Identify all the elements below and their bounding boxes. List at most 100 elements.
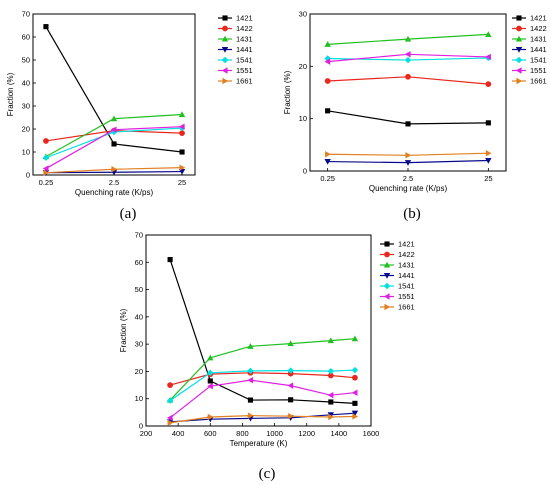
data-point-1541	[166, 397, 174, 404]
y-tick-label: 10	[22, 148, 30, 157]
data-point-1441	[404, 160, 412, 166]
chart-panel-3: 0 10 20 30 40 50 60 70 200 400 600 800 1000 1200 1400 1…	[119, 231, 415, 483]
data-point-1541	[207, 369, 214, 376]
legend-label: 1422	[530, 24, 547, 33]
x-tick-label: 1400	[331, 429, 348, 438]
data-point-1422	[43, 138, 49, 144]
y-tick-label: 0	[26, 171, 30, 180]
y-tick-label: 0	[303, 167, 307, 176]
data-point-1421	[352, 400, 358, 406]
data-point-1422	[327, 372, 334, 379]
x-axis-label: Temperature (K)	[230, 439, 288, 448]
data-point-1431	[110, 115, 118, 122]
legend-label: 1661	[530, 77, 547, 86]
data-point-1551	[178, 123, 185, 130]
legend-label: 1441	[530, 45, 547, 54]
data-point-1541	[247, 367, 254, 375]
y-tick-label: 50	[135, 285, 143, 294]
legend-marker-1421	[384, 241, 390, 247]
data-point-1661	[167, 419, 174, 426]
y-tick-label: 30	[299, 10, 307, 19]
data-point-1551	[110, 126, 117, 133]
y-axis-label: Fraction (%)	[119, 308, 128, 352]
data-point-1421	[111, 141, 117, 147]
panel-label: (a)	[120, 206, 137, 222]
legend-marker-1441	[221, 46, 229, 53]
legend-marker-1551	[515, 67, 522, 74]
x-tick-label: 800	[236, 429, 249, 438]
data-point-1431	[324, 41, 331, 47]
y-tick-label: 50	[22, 56, 30, 65]
legend-label: 1421	[236, 14, 253, 23]
data-point-1551	[166, 414, 173, 422]
x-tick-label: 0.25	[39, 178, 54, 187]
legend-marker-1422	[384, 251, 390, 258]
data-point-1421	[43, 24, 49, 30]
data-point-1431	[485, 31, 492, 37]
legend-label: 1441	[398, 271, 415, 280]
data-point-1421	[485, 120, 491, 126]
series-line-1661	[170, 415, 355, 424]
legend-label: 1551	[398, 292, 415, 301]
legend-marker-1661	[516, 77, 523, 85]
series-line-1422	[169, 372, 355, 386]
data-point-1541	[327, 367, 335, 375]
data-point-1431	[351, 335, 359, 342]
plot-frame	[145, 234, 372, 427]
data-point-1441	[351, 410, 359, 417]
panel-label: (c)	[259, 466, 276, 482]
legend-marker-1661	[384, 303, 391, 311]
data-point-1541	[351, 366, 359, 374]
data-point-1422	[324, 78, 331, 84]
legend-marker-1661	[222, 77, 229, 85]
chart-panel-2: 0 10 20 30 0.25 2.5 25 Quenching rate (K/ps) Fra…	[283, 10, 547, 223]
data-point-1421	[328, 399, 334, 405]
x-tick-label: 200	[140, 429, 153, 438]
x-tick-label: 400	[172, 429, 185, 438]
data-point-1441	[327, 412, 335, 419]
data-point-1431	[404, 35, 412, 42]
y-axis-label: Fraction (%)	[283, 70, 292, 114]
data-point-1421	[405, 121, 411, 127]
x-axis-label: Quenching rate (K/ps)	[369, 184, 448, 193]
y-tick-label: 30	[22, 102, 30, 111]
x-tick-label: 1000	[266, 429, 283, 438]
y-tick-label: 40	[22, 79, 30, 88]
data-point-1551	[327, 391, 334, 399]
legend-marker-1541	[383, 282, 391, 290]
y-tick-label: 70	[135, 231, 143, 240]
data-point-1422	[179, 130, 185, 137]
x-tick-label: 1600	[363, 429, 380, 438]
data-point-1421	[325, 108, 331, 114]
data-point-1661	[288, 412, 294, 420]
y-tick-label: 60	[135, 258, 143, 267]
data-point-1441	[324, 159, 331, 165]
series-line-1541	[169, 369, 355, 402]
legend-marker-1441	[383, 272, 391, 279]
x-tick-label: 2.5	[403, 174, 413, 183]
data-point-1661	[43, 169, 50, 176]
x-tick-label: 600	[204, 429, 217, 438]
y-tick-label: 20	[135, 367, 143, 376]
legend-marker-1421	[222, 15, 228, 21]
series-line-1551	[169, 379, 355, 419]
data-point-1551	[287, 382, 294, 389]
legend-marker-1541	[221, 56, 229, 64]
y-tick-label: 60	[22, 33, 30, 42]
legend-label: 1441	[236, 45, 253, 54]
y-tick-label: 20	[22, 125, 30, 134]
data-point-1431	[207, 354, 214, 361]
data-point-1422	[352, 374, 358, 381]
data-point-1551	[247, 376, 254, 384]
data-point-1551	[351, 389, 358, 396]
data-point-1661	[485, 150, 492, 157]
legend-label: 1421	[530, 14, 547, 23]
data-point-1661	[179, 164, 186, 171]
data-point-1551	[324, 58, 331, 65]
data-point-1422	[485, 81, 492, 88]
data-point-1441	[178, 168, 186, 175]
series-line-1441	[170, 412, 355, 423]
legend-label: 1551	[530, 66, 547, 75]
legend-label: 1421	[398, 240, 415, 249]
